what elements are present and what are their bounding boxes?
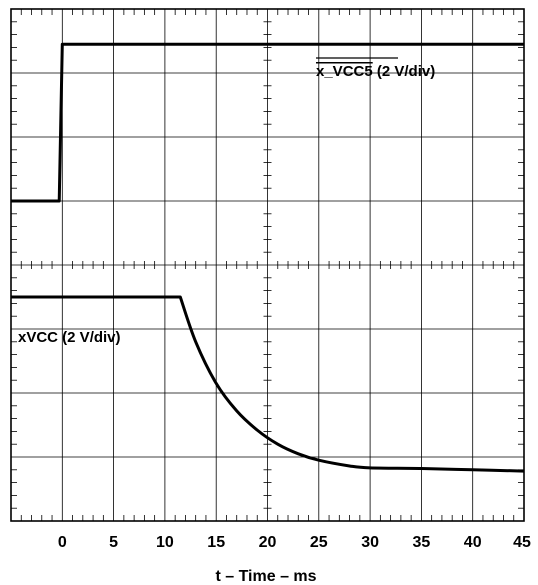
series-label-x-vcc5: x_VCC5 (2 V/div)	[316, 63, 435, 80]
x-tick-label: 25	[310, 534, 328, 551]
grid	[10, 8, 525, 522]
x-tick-label: 0	[58, 534, 67, 551]
x-tick-label: 30	[361, 534, 379, 551]
trace-x-vcc5	[11, 42, 524, 203]
x-tick-label: 5	[109, 534, 118, 551]
traces	[11, 42, 525, 473]
x-tick-label: 20	[259, 534, 277, 551]
x-tick-label: 35	[413, 534, 431, 551]
x-axis-title: t – Time – ms	[215, 568, 316, 585]
x-tick-labels: 0 5 10 15 20 25 30 35 40 45	[58, 534, 531, 551]
x-tick-label: 45	[513, 534, 531, 551]
x-tick-label: 15	[207, 534, 225, 551]
series-label-x-vcc5-scale: (2 V/div)	[373, 63, 436, 80]
series-label-x-vcc5-name: x_VCC5	[316, 63, 373, 80]
trace-xvcc	[11, 295, 525, 473]
x-tick-label: 10	[156, 534, 174, 551]
series-label-xvcc: xVCC (2 V/div)	[18, 329, 121, 346]
x-tick-label: 40	[464, 534, 482, 551]
